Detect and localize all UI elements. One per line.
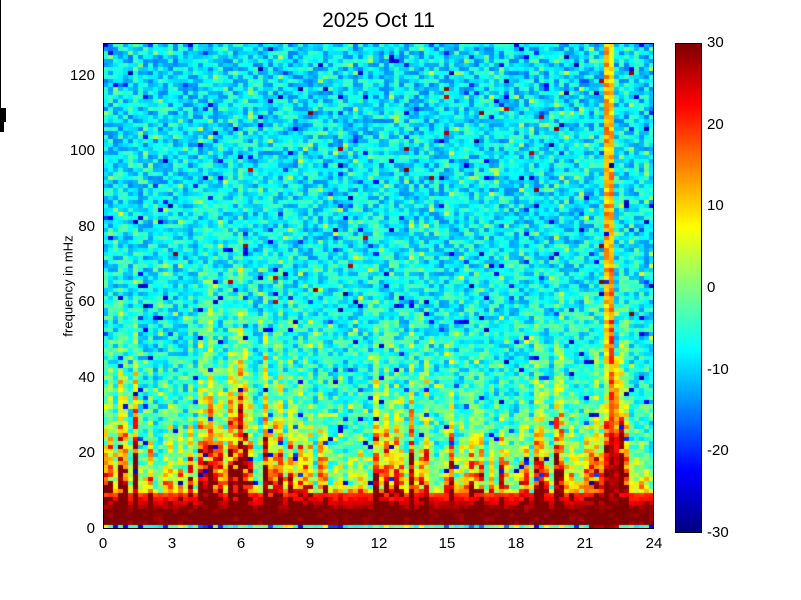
chart-title: 2025 Oct 11: [322, 9, 435, 32]
x-tick-mark: [0, 12, 1, 18]
y-tick-label: 100: [69, 142, 95, 159]
x-tick-label: 3: [167, 535, 177, 552]
colorbar-tick-mark-right: [0, 131, 4, 132]
y-tick-mark: [0, 114, 6, 115]
x-tick-mark: [0, 0, 1, 6]
x-tick-mark: [0, 36, 1, 42]
y-tick-mark: [0, 120, 6, 121]
y-tick-mark: [0, 110, 6, 111]
colorbar-tick-mark: [0, 128, 4, 129]
colorbar-tick-label: 0: [707, 279, 716, 296]
colorbar-tick-mark: [0, 126, 4, 127]
colorbar-tick-label: -10: [707, 361, 729, 378]
y-tick-label: 80: [78, 218, 95, 235]
colorbar-tick-mark-right: [0, 125, 4, 126]
colorbar-tick-label: -20: [707, 442, 729, 459]
x-tick-mark: [0, 72, 1, 78]
y-axis-label: frequency in mHz: [60, 235, 76, 337]
x-tick-label: 12: [370, 535, 388, 552]
x-tick-label: 21: [576, 535, 594, 552]
y-tick-label: 40: [78, 369, 95, 386]
colorbar-tick-mark: [0, 122, 4, 123]
colorbar-tick-label: 20: [707, 116, 724, 133]
y-tick-mark: [0, 118, 6, 119]
y-tick-label: 20: [78, 444, 95, 461]
x-tick-mark-top: [0, 90, 1, 96]
colorbar-tick-mark-right: [0, 123, 4, 124]
spectrogram-heatmap: [103, 43, 654, 529]
x-tick-label: 6: [236, 535, 246, 552]
colorbar-tick-mark: [0, 130, 4, 131]
x-tick-label: 0: [98, 535, 108, 552]
x-tick-mark-top: [0, 6, 1, 12]
colorbar-tick-mark: [0, 124, 4, 125]
y-tick-mark-right: [0, 115, 6, 116]
colorbar: [675, 43, 702, 533]
colorbar-tick-label: 10: [707, 197, 724, 214]
x-tick-mark-top: [0, 102, 1, 108]
x-tick-mark: [0, 48, 1, 54]
colorbar-tick-label: -30: [707, 524, 729, 541]
y-tick-mark-right: [0, 117, 6, 118]
colorbar-tick-mark-right: [0, 127, 4, 128]
y-tick-mark: [0, 112, 6, 113]
x-tick-label: 9: [305, 535, 315, 552]
x-tick-label: 24: [645, 535, 663, 552]
x-tick-mark-top: [0, 18, 1, 24]
x-tick-mark: [0, 84, 1, 90]
x-tick-mark: [0, 24, 1, 30]
y-tick-label: 60: [78, 293, 95, 310]
x-tick-label: 15: [438, 535, 456, 552]
x-tick-mark: [0, 60, 1, 66]
y-tick-label: 0: [86, 520, 95, 537]
y-tick-mark-right: [0, 109, 6, 110]
y-tick-mark: [0, 108, 6, 109]
y-tick-mark-right: [0, 111, 6, 112]
x-tick-mark-top: [0, 42, 1, 48]
colorbar-tick-label: 30: [707, 34, 724, 51]
x-tick-mark-top: [0, 54, 1, 60]
colorbar-tick-mark-right: [0, 129, 4, 130]
x-tick-mark-top: [0, 78, 1, 84]
y-tick-label: 120: [69, 67, 95, 84]
y-tick-mark-right: [0, 119, 6, 120]
x-tick-mark-top: [0, 30, 1, 36]
x-tick-mark-top: [0, 66, 1, 72]
y-tick-mark: [0, 116, 6, 117]
x-tick-label: 18: [507, 535, 525, 552]
x-tick-mark: [0, 96, 1, 102]
y-tick-mark-right: [0, 113, 6, 114]
y-tick-mark-right: [0, 121, 6, 122]
